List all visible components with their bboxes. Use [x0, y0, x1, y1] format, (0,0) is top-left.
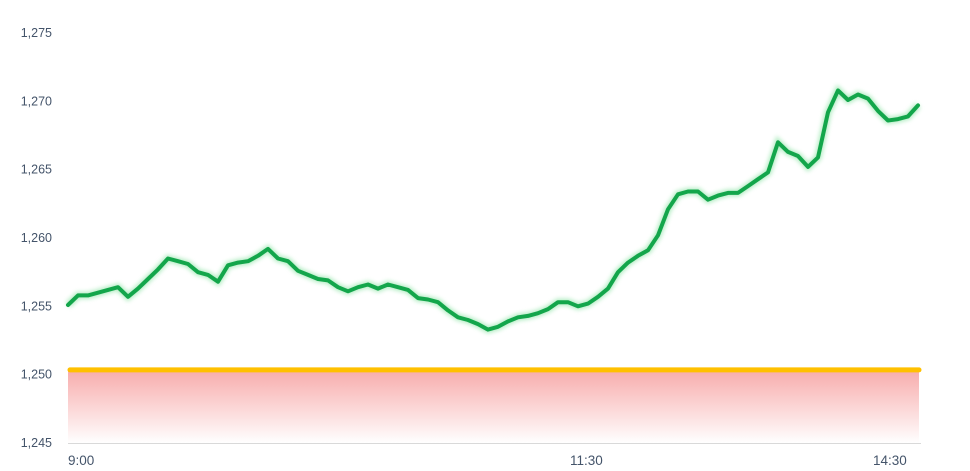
y-axis: 1,245 1,250 1,255 1,260 1,265 1,270 1,275 [21, 26, 52, 450]
y-tick-label: 1,255 [21, 299, 52, 313]
x-tick-label: 9:00 [68, 453, 94, 468]
below-reference-fill [68, 369, 919, 443]
y-tick-label: 1,245 [21, 436, 52, 450]
y-tick-label: 1,265 [21, 163, 52, 177]
x-tick-label: 11:30 [570, 453, 603, 468]
x-axis: 9:00 11:30 14:30 [68, 453, 907, 468]
series-line-glow [65, 84, 921, 334]
x-tick-label: 14:30 [873, 453, 907, 468]
series-line [66, 88, 920, 332]
y-tick-label: 1,250 [21, 368, 52, 382]
y-tick-label: 1,270 [21, 94, 52, 108]
y-tick-label: 1,260 [21, 231, 52, 245]
y-tick-label: 1,275 [21, 26, 52, 40]
